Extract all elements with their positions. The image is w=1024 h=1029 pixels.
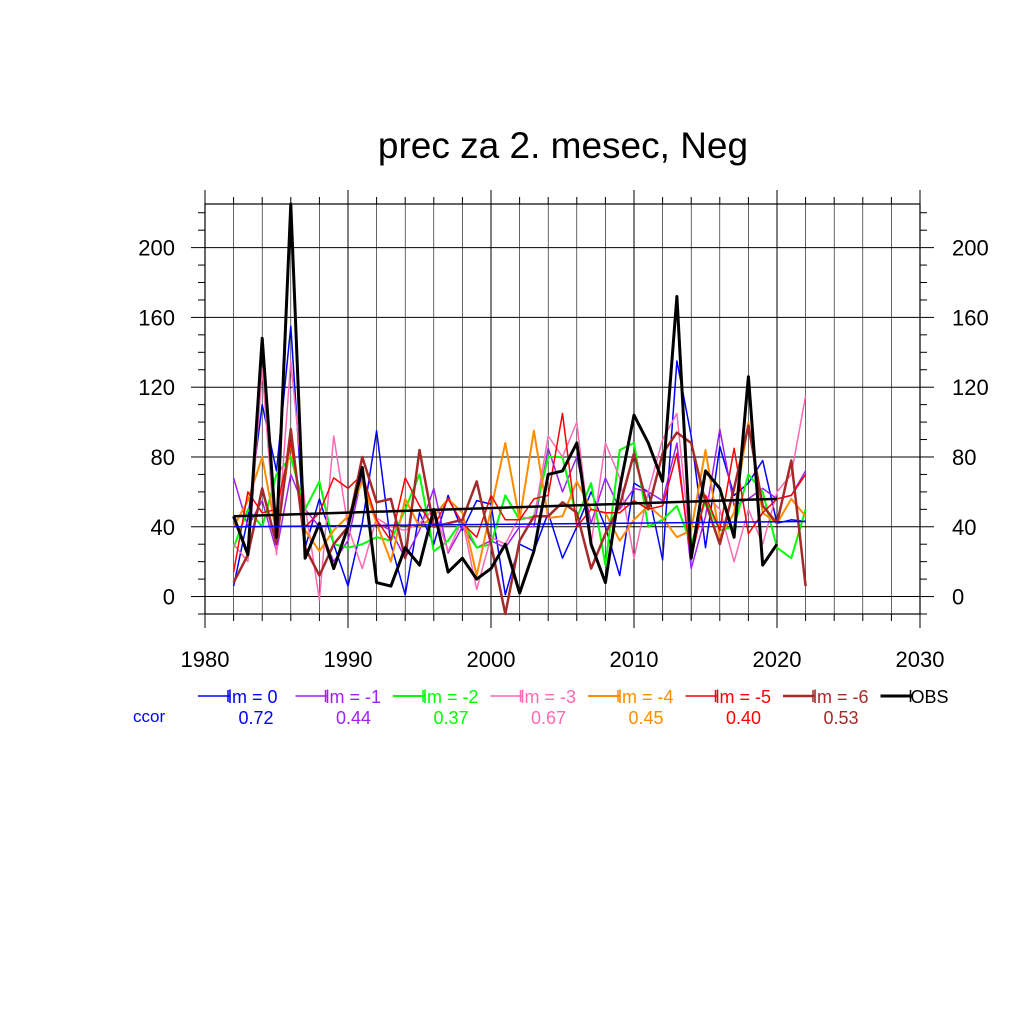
y-tick-label-left: 200 <box>138 236 175 261</box>
legend-ccor-value: 0.53 <box>823 708 858 728</box>
legend-ccor-value: 0.72 <box>238 708 273 728</box>
legend-ccor-value: 0.44 <box>336 708 371 728</box>
series-line-lm-5 <box>232 412 807 573</box>
legend-ccor-value: 0.67 <box>531 708 566 728</box>
y-tick-label-right: 160 <box>952 305 989 330</box>
series-lm0-mean-line <box>233 520 806 528</box>
legend-label: lm = -1 <box>326 687 382 707</box>
y-tick-label-right: 200 <box>952 236 989 261</box>
x-tick-label: 1990 <box>324 647 373 672</box>
y-tick-label-left: 40 <box>151 515 175 540</box>
series-lines <box>232 202 807 616</box>
legend-label: lm = -5 <box>716 687 772 707</box>
y-tick-label-left: 120 <box>138 375 175 400</box>
x-tick-label: 2000 <box>467 647 516 672</box>
x-tick-label: 2030 <box>896 647 945 672</box>
legend-label: lm = -2 <box>423 687 479 707</box>
y-tick-label-right: 0 <box>952 585 964 610</box>
y-tick-label-right: 80 <box>952 445 976 470</box>
legend-label: lm = -4 <box>618 687 674 707</box>
grid <box>205 204 920 614</box>
y-tick-label-left: 0 <box>163 585 175 610</box>
legend-ccor-value: 0.40 <box>726 708 761 728</box>
ccor-label: ccor <box>133 707 165 726</box>
x-tick-label: 1980 <box>181 647 230 672</box>
legend-ccor-value: 0.45 <box>628 708 663 728</box>
y-tick-label-left: 160 <box>138 305 175 330</box>
y-tick-label-right: 40 <box>952 515 976 540</box>
x-tick-label: 2010 <box>610 647 659 672</box>
legend-label: lm = -3 <box>521 687 577 707</box>
legend-label: OBS <box>911 687 949 707</box>
legend-label: lm = -6 <box>813 687 869 707</box>
legend-ccor-value: 0.37 <box>433 708 468 728</box>
axes: 1980 1990 2000 2010 2020 2030 0 0 40 40 80 80 120 120… <box>138 190 989 672</box>
chart-title: prec za 2. mesec, Neg <box>378 125 748 166</box>
y-tick-label-right: 120 <box>952 375 989 400</box>
series-line-obs <box>232 202 779 595</box>
y-tick-label-left: 80 <box>151 445 175 470</box>
obs-trend-line <box>233 497 778 518</box>
legend-label: lm = 0 <box>228 687 278 707</box>
x-tick-label: 2020 <box>753 647 802 672</box>
plot-frame <box>204 203 921 615</box>
